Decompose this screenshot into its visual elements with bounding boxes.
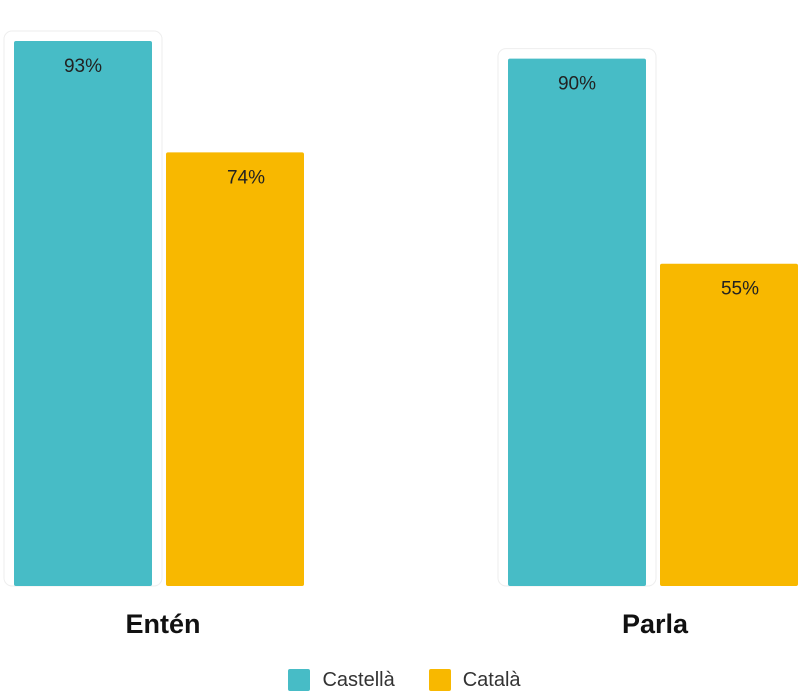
bar-castella-parla (508, 58, 646, 587)
bar-castella-enten (14, 41, 152, 586)
value-label: 74% (227, 167, 265, 188)
category-label-enten: Entén (125, 609, 200, 639)
legend-swatch-castella (288, 669, 311, 691)
legend-label-catala: Català (462, 668, 521, 691)
bar-chart: 93% 74% Entén 90% 55% Parla (3, 30, 798, 639)
bar-catala-enten (166, 152, 304, 587)
value-label: 55% (721, 279, 759, 300)
value-label: 90% (558, 74, 596, 95)
value-label: 93% (64, 56, 102, 77)
legend-swatch-catala (428, 669, 451, 691)
legend-item-castella: Castellà (288, 668, 395, 692)
legend-label-castella: Castellà (322, 668, 395, 691)
category-label-parla: Parla (622, 609, 689, 639)
legend-item-catala: Català (428, 668, 521, 692)
legend: Castellà Català (0, 665, 809, 695)
bar-catala-parla (660, 263, 798, 586)
